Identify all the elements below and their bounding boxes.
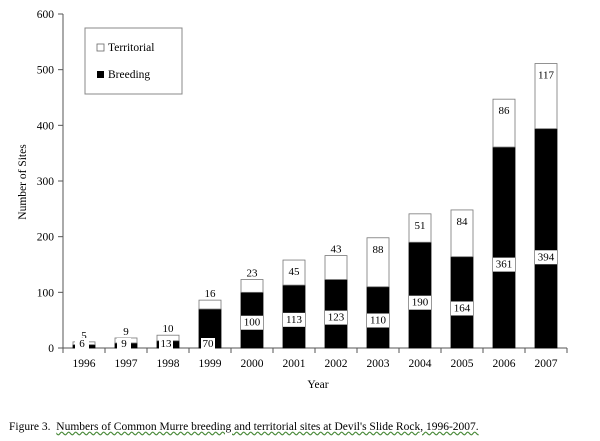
data-label-box xyxy=(325,310,347,325)
stacked-bar-chart: 0 100 200 300 400 500 600 1996 1997 1998 1999 2000 2… xyxy=(17,9,568,391)
data-label-breeding: 9 xyxy=(121,338,127,350)
bar-breeding-2006 xyxy=(492,146,516,349)
bar-breeding-2007 xyxy=(534,128,558,349)
data-label-breeding: 110 xyxy=(370,315,387,327)
data-label-territorial: 117 xyxy=(538,70,555,82)
y-tick-label: 400 xyxy=(37,120,55,132)
bar-territorial-2000 xyxy=(240,279,264,293)
x-tick-label: 2000 xyxy=(241,358,264,370)
bar-territorial-2004 xyxy=(408,213,432,243)
data-label-breeding: 13 xyxy=(161,338,173,350)
data-label-territorial: 84 xyxy=(457,216,469,228)
data-label-breeding: 394 xyxy=(538,251,555,263)
bar-territorial-2006 xyxy=(492,98,516,148)
x-tick-label: 2002 xyxy=(325,358,348,370)
data-label-box xyxy=(451,301,473,316)
chart-bars xyxy=(72,63,558,349)
chart-legend: Territorial Breeding xyxy=(84,27,183,95)
x-tick-label: 1999 xyxy=(199,358,222,370)
data-label-territorial: 5 xyxy=(81,330,87,342)
data-label-box xyxy=(75,338,89,349)
data-label-box xyxy=(283,312,305,327)
data-label-breeding: 100 xyxy=(244,317,261,329)
bar-territorial-2007 xyxy=(534,63,558,130)
data-label-box xyxy=(493,257,515,272)
data-label-box xyxy=(159,338,173,349)
data-label-territorial: 10 xyxy=(163,323,175,335)
data-label-territorial: 88 xyxy=(373,244,385,256)
y-tick-label: 500 xyxy=(37,65,55,77)
caption-text: Numbers of Common Murre breeding and ter… xyxy=(56,421,479,433)
data-label-box xyxy=(367,313,389,328)
x-tick-label: 2004 xyxy=(409,358,432,370)
data-label-breeding: 164 xyxy=(454,302,471,314)
data-label-territorial: 51 xyxy=(415,220,426,232)
figure-caption: Figure 3. Numbers of Common Murre breedi… xyxy=(9,421,479,433)
bar-territorial-2001 xyxy=(282,259,306,286)
data-label-box xyxy=(241,315,263,330)
data-label-breeding: 70 xyxy=(203,338,215,350)
x-tick-label: 1996 xyxy=(73,358,96,370)
data-label-box xyxy=(117,338,131,349)
y-tick-label: 200 xyxy=(37,232,55,244)
data-label-breeding: 190 xyxy=(412,297,429,309)
y-axis-label: Number of Sites xyxy=(17,144,29,220)
data-label-territorial: 16 xyxy=(205,288,217,300)
bar-territorial-2005 xyxy=(450,209,474,258)
x-tick-label: 1997 xyxy=(115,358,138,370)
x-axis-label: Year xyxy=(307,379,328,391)
x-tick-label: 1998 xyxy=(157,358,180,370)
chart-data-labels: 56 99 10 13 16 70 23 100 45 113 43 123 88 110 51 190 84 1… xyxy=(75,70,557,350)
bar-territorial-2002 xyxy=(324,255,348,280)
data-label-territorial: 9 xyxy=(123,326,129,338)
legend-swatch-breeding xyxy=(97,71,104,78)
bar-territorial-2003 xyxy=(366,237,390,288)
data-label-box xyxy=(535,250,557,265)
data-label-box xyxy=(201,338,215,349)
bar-territorial-1999 xyxy=(198,299,222,310)
data-label-breeding: 6 xyxy=(79,338,85,350)
x-tick-label: 2006 xyxy=(493,358,516,370)
data-label-territorial: 23 xyxy=(247,268,259,280)
data-label-breeding: 361 xyxy=(496,259,513,271)
chart-axes: 0 100 200 300 400 500 600 1996 1997 1998 1999 2000 2… xyxy=(37,9,568,370)
data-label-territorial: 43 xyxy=(331,244,343,256)
legend-box xyxy=(84,27,183,95)
legend-label-breeding: Breeding xyxy=(108,69,150,81)
x-tick-label: 2003 xyxy=(367,358,390,370)
y-tick-label: 300 xyxy=(37,176,55,188)
y-tick-label: 100 xyxy=(37,287,55,299)
y-tick-label: 0 xyxy=(48,343,54,355)
bar-breeding-2004 xyxy=(408,241,432,349)
data-label-box xyxy=(409,295,431,310)
data-label-territorial: 45 xyxy=(289,266,301,278)
y-tick-label: 600 xyxy=(37,9,55,21)
data-label-territorial: 86 xyxy=(499,105,511,117)
data-label-breeding: 123 xyxy=(328,312,345,324)
legend-swatch-territorial xyxy=(96,43,105,52)
caption-prefix: Figure 3. xyxy=(9,421,51,433)
x-tick-label: 2001 xyxy=(283,358,306,370)
x-tick-label: 2005 xyxy=(451,358,474,370)
x-tick-label: 2007 xyxy=(535,358,558,370)
legend-label-territorial: Territorial xyxy=(108,42,154,54)
data-label-breeding: 113 xyxy=(286,314,303,326)
